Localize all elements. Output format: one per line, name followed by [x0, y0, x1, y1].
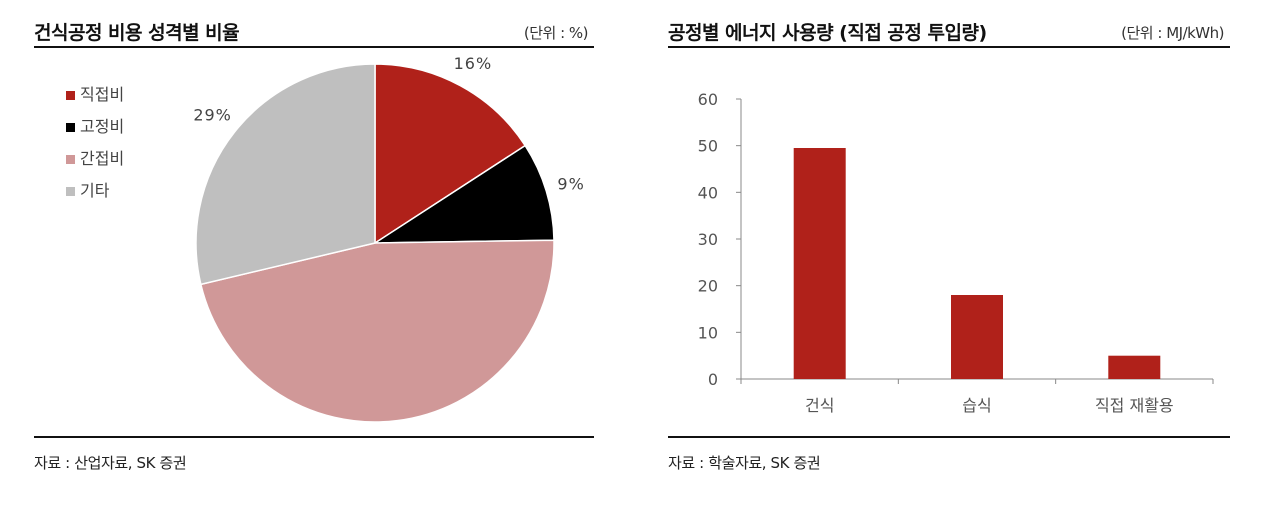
pie-data-label: 16% — [454, 54, 493, 73]
energy-usage-source: 자료 : 학술자료, SK 증권 — [668, 454, 821, 472]
cost-ratio-title: 건식공정 비용 성격별 비율 — [34, 22, 240, 44]
bar-labels: 건식 습식 직접 재활용 — [805, 396, 1174, 415]
legend-label: 직접비 — [80, 85, 124, 104]
cost-ratio-header: 건식공정 비용 성격별 비율 (단위 : %) — [34, 10, 594, 44]
bar-chart: 0 10 20 30 40 50 60 건식 습식 직접 재활용 — [698, 90, 1214, 415]
pie-slice-3 — [199, 239, 555, 423]
energy-usage-top-rule — [668, 46, 1230, 48]
energy-usage-bottom-rule — [668, 436, 1230, 438]
y-tick-label: 60 — [698, 90, 718, 109]
pie-slice-4 — [195, 63, 376, 286]
legend-swatch — [66, 91, 75, 100]
cost-ratio-unit: (단위 : %) — [523, 24, 589, 42]
legend-label: 간접비 — [80, 149, 124, 168]
pie-slice-2 — [372, 144, 555, 244]
x-tick-label: 습식 — [962, 396, 991, 415]
bar-2 — [951, 295, 1003, 379]
x-tick-label: 건식 — [805, 396, 834, 415]
bar-1 — [793, 148, 846, 379]
energy-usage-unit: (단위 : MJ/kWh) — [1121, 24, 1224, 42]
cost-ratio-source: 자료 : 산업자료, SK 증권 — [34, 454, 187, 472]
pie-data-label: 9% — [557, 174, 584, 193]
legend-label: 고정비 — [80, 117, 124, 136]
legend-swatch — [66, 155, 75, 164]
pie-slice-1 — [374, 63, 527, 245]
pie-data-label: 29% — [193, 106, 232, 125]
cost-ratio-panel: 건식공정 비용 성격별 비율 (단위 : %) 16%9%47%29% 직접비고… — [34, 0, 594, 517]
legend-swatch — [66, 123, 75, 132]
bar-3 — [1108, 355, 1161, 379]
cost-ratio-top-rule — [34, 46, 594, 48]
x-tick-label: 직접 재활용 — [1095, 396, 1174, 415]
legend-label: 기타 — [80, 181, 110, 200]
y-tick-label: 10 — [698, 323, 718, 342]
cost-ratio-bottom-rule — [34, 436, 594, 438]
pie-slices — [195, 63, 555, 423]
legend-swatch — [66, 187, 75, 196]
energy-usage-header: 공정별 에너지 사용량 (직접 공정 투입량) (단위 : MJ/kWh) — [668, 10, 1230, 44]
y-tick-label: 40 — [698, 183, 718, 202]
pie-labels: 16%9%47%29% — [193, 54, 584, 193]
bar-bars — [793, 148, 1161, 379]
y-tick-label: 50 — [698, 137, 718, 156]
y-tick-label: 30 — [698, 230, 718, 249]
y-tick-label: 0 — [708, 370, 718, 389]
energy-usage-panel: 공정별 에너지 사용량 (직접 공정 투입량) (단위 : MJ/kWh) 0 1… — [668, 0, 1230, 517]
energy-usage-title: 공정별 에너지 사용량 (직접 공정 투입량) — [668, 22, 987, 44]
y-tick-label: 20 — [698, 277, 718, 296]
